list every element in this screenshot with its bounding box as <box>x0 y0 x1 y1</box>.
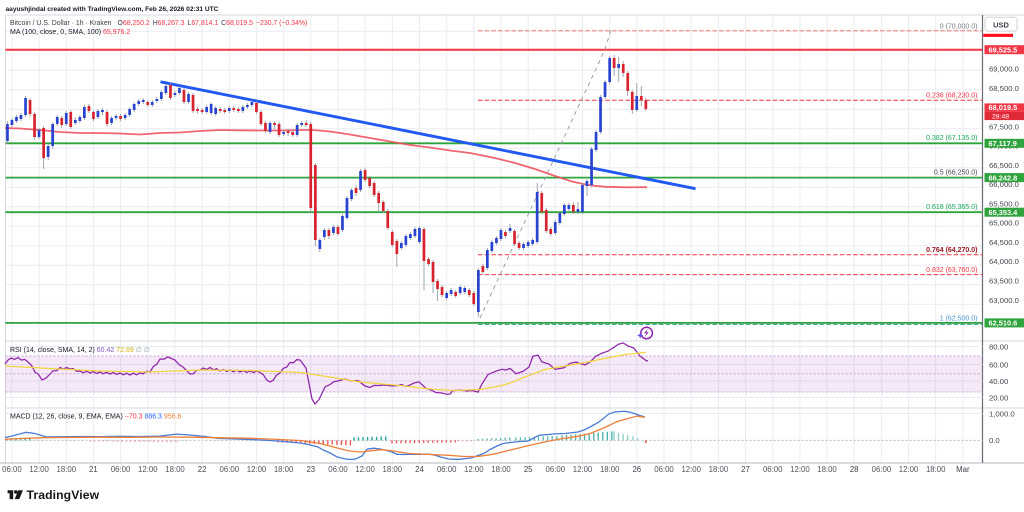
svg-text:65,353.4: 65,353.4 <box>989 208 1019 217</box>
svg-text:0.382 (67,135.0): 0.382 (67,135.0) <box>926 135 977 142</box>
svg-text:0.5 (66,250.0): 0.5 (66,250.0) <box>934 170 978 177</box>
svg-text:18:00: 18:00 <box>383 465 403 474</box>
svg-text:24: 24 <box>415 465 424 474</box>
svg-text:1,000.0: 1,000.0 <box>989 409 1015 418</box>
svg-text:12:00: 12:00 <box>29 465 49 474</box>
svg-text:18:00: 18:00 <box>926 465 946 474</box>
svg-text:22: 22 <box>198 465 207 474</box>
svg-text:65,500.0: 65,500.0 <box>989 199 1019 208</box>
svg-text:64,500.0: 64,500.0 <box>989 238 1019 247</box>
svg-text:12:00: 12:00 <box>355 465 375 474</box>
svg-text:26: 26 <box>632 465 641 474</box>
svg-text:28:48: 28:48 <box>992 114 1009 121</box>
svg-text:68,019.5: 68,019.5 <box>989 103 1018 112</box>
svg-text:aayushjindal created with Trad: aayushjindal created with TradingView.co… <box>6 6 219 13</box>
svg-text:60.00: 60.00 <box>989 360 1008 369</box>
svg-text:12:00: 12:00 <box>790 465 810 474</box>
svg-text:0.0: 0.0 <box>989 436 1000 445</box>
svg-text:TradingView: TradingView <box>27 488 100 502</box>
svg-text:18:00: 18:00 <box>274 465 294 474</box>
svg-text:66,500.0: 66,500.0 <box>989 161 1019 170</box>
svg-text:0 (70,000.0): 0 (70,000.0) <box>940 24 978 31</box>
svg-text:28: 28 <box>850 465 859 474</box>
svg-text:62,510.6: 62,510.6 <box>989 319 1018 328</box>
svg-text:06:00: 06:00 <box>546 465 566 474</box>
svg-text:27: 27 <box>741 465 750 474</box>
svg-text:64,000.0: 64,000.0 <box>989 257 1019 266</box>
svg-text:66,242.8: 66,242.8 <box>989 173 1018 182</box>
svg-text:18:00: 18:00 <box>491 465 511 474</box>
svg-text:18:00: 18:00 <box>709 465 729 474</box>
svg-text:06:00: 06:00 <box>872 465 892 474</box>
svg-text:MA (100, close, 0, SMA, 100) 6: MA (100, close, 0, SMA, 100) 65,976.2 <box>10 29 130 36</box>
svg-text:67,500.0: 67,500.0 <box>989 122 1019 131</box>
svg-text:06:00: 06:00 <box>654 465 674 474</box>
svg-text:06:00: 06:00 <box>763 465 783 474</box>
svg-text:65,000.0: 65,000.0 <box>989 219 1019 228</box>
svg-text:0.832 (63,760.0): 0.832 (63,760.0) <box>926 267 977 274</box>
svg-text:06:00: 06:00 <box>328 465 348 474</box>
svg-text:69,000.0: 69,000.0 <box>989 65 1019 74</box>
svg-text:23: 23 <box>306 465 315 474</box>
svg-text:12:00: 12:00 <box>138 465 158 474</box>
svg-text:12:00: 12:00 <box>899 465 919 474</box>
svg-text:06:00: 06:00 <box>437 465 457 474</box>
svg-text:20.00: 20.00 <box>989 393 1008 402</box>
svg-text:18:00: 18:00 <box>817 465 837 474</box>
svg-text:68,500.0: 68,500.0 <box>989 84 1019 93</box>
svg-text:69,525.5: 69,525.5 <box>989 45 1018 54</box>
svg-text:MACD (12, 26, close, 9, EMA, E: MACD (12, 26, close, 9, EMA, EMA) −70.3 … <box>10 413 182 420</box>
svg-text:0.618 (65,365.0): 0.618 (65,365.0) <box>926 204 977 211</box>
svg-text:12:00: 12:00 <box>247 465 267 474</box>
svg-text:0.236 (68,230.0): 0.236 (68,230.0) <box>926 93 977 100</box>
svg-text:12:00: 12:00 <box>464 465 484 474</box>
svg-text:12:00: 12:00 <box>573 465 593 474</box>
svg-text:1 (62,500.0): 1 (62,500.0) <box>940 316 978 323</box>
svg-text:18:00: 18:00 <box>600 465 620 474</box>
svg-text:12:00: 12:00 <box>681 465 701 474</box>
svg-text:66,000.0: 66,000.0 <box>989 180 1019 189</box>
svg-text:USD: USD <box>993 20 1009 29</box>
svg-text:18:00: 18:00 <box>57 465 77 474</box>
svg-text:06:00: 06:00 <box>111 465 131 474</box>
svg-text:06:00: 06:00 <box>220 465 240 474</box>
svg-text:80.00: 80.00 <box>989 342 1008 351</box>
svg-text:63,000.0: 63,000.0 <box>989 296 1019 305</box>
svg-text:21: 21 <box>89 465 98 474</box>
svg-text:67,117.9: 67,117.9 <box>989 139 1017 148</box>
svg-text:63,500.0: 63,500.0 <box>989 277 1019 286</box>
svg-text:RSI (14, close, SMA, 14, 2) 60: RSI (14, close, SMA, 14, 2) 60.42 72.69 … <box>10 347 150 354</box>
svg-text:25: 25 <box>524 465 533 474</box>
svg-text:40.00: 40.00 <box>989 377 1008 386</box>
svg-text:18:00: 18:00 <box>165 465 185 474</box>
svg-text:Mar: Mar <box>956 465 970 474</box>
svg-text:06:00: 06:00 <box>2 465 22 474</box>
svg-text:0.764 (64,270.0): 0.764 (64,270.0) <box>926 247 977 254</box>
svg-text:Bitcoin / U.S. Dollar · 1h · K: Bitcoin / U.S. Dollar · 1h · Kraken O68,2… <box>10 20 307 27</box>
